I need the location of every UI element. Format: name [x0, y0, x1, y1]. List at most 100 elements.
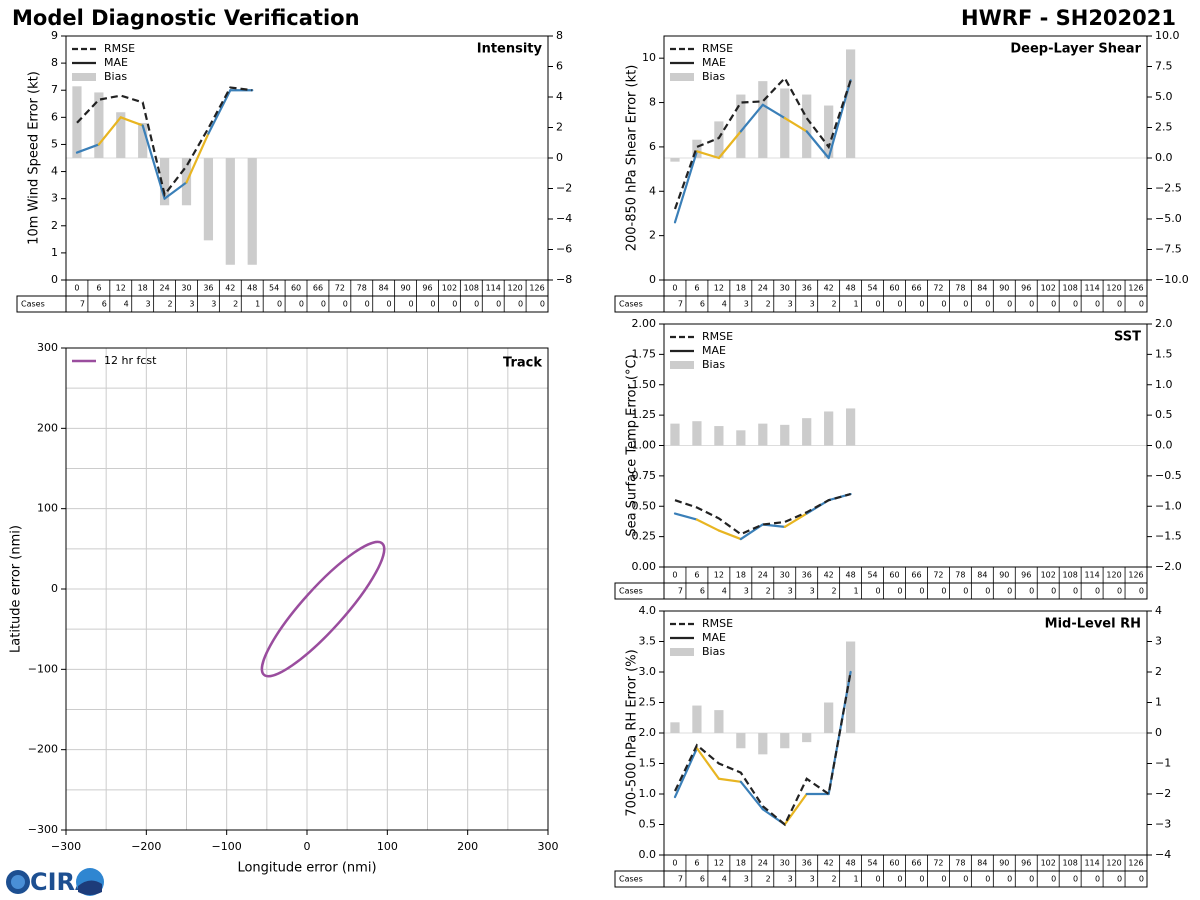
legend-mae-label: MAE	[702, 344, 726, 357]
legend-mae-label: MAE	[702, 631, 726, 644]
case-count: 0	[1029, 875, 1034, 884]
legend-rmse-label: RMSE	[104, 42, 135, 55]
lead-time-label: 84	[977, 571, 987, 580]
y2-tick-label: −2.5	[1155, 182, 1182, 195]
lead-time-label: 6	[694, 859, 699, 868]
lead-time-label: 66	[911, 571, 921, 580]
bias-bar	[714, 121, 724, 158]
y-tick-label: 3.5	[639, 635, 657, 648]
y-tick-label: 0	[51, 582, 58, 595]
y-tick-label: 0.0	[639, 848, 657, 861]
cases-row	[614, 870, 1148, 888]
lead-time-label: 108	[1063, 284, 1078, 293]
case-count: 7	[80, 300, 85, 309]
lead-time-label: 36	[802, 859, 812, 868]
legend-bias-swatch	[72, 73, 96, 81]
cases-label: Cases	[619, 875, 643, 884]
case-count: 0	[1139, 875, 1144, 884]
lead-time-label: 12	[714, 571, 724, 580]
cases-row	[614, 582, 1148, 600]
y2-tick-label: 2.5	[1155, 121, 1173, 134]
lead-time-label: 108	[464, 284, 479, 293]
lead-time-label: 36	[802, 284, 812, 293]
y-tick-label: 1.0	[639, 787, 657, 800]
case-count: 3	[146, 300, 151, 309]
case-count: 3	[211, 300, 216, 309]
mae-segment	[673, 150, 699, 224]
lead-time-label: 60	[889, 284, 899, 293]
case-count: 7	[678, 875, 683, 884]
y2-tick-label: 1.0	[1155, 378, 1173, 391]
lead-time-label: 12	[116, 284, 126, 293]
lead-time-label: 120	[1106, 571, 1121, 580]
lead-time-label: 72	[933, 859, 943, 868]
panel-title: Deep-Layer Shear	[1010, 42, 1141, 57]
y2-tick-label: 0	[1155, 726, 1162, 739]
bias-bar	[203, 158, 214, 241]
lead-time-label: 90	[999, 571, 1009, 580]
y-tick-label: −300	[28, 823, 58, 836]
case-count: 0	[1117, 875, 1122, 884]
legend-bias-swatch	[670, 648, 694, 656]
legend-rmse-label: RMSE	[702, 330, 733, 343]
mae-segment	[141, 124, 166, 200]
y-tick-label: 4	[51, 165, 58, 178]
lead-time-label: 114	[486, 284, 501, 293]
lead-time-label: 108	[1063, 859, 1078, 868]
case-count: 0	[963, 300, 968, 309]
x-tick-label: 300	[538, 840, 559, 853]
y-tick-label: 0.00	[632, 560, 657, 573]
case-count: 0	[941, 587, 946, 596]
y-tick-label: 7	[51, 83, 58, 96]
y-axis-label: Latitude error (nmi)	[9, 525, 24, 653]
y-tick-label: 3.0	[639, 665, 657, 678]
y-tick-label: 1.75	[632, 347, 657, 360]
bias-bar	[692, 139, 702, 158]
track-panel: −300 −200 −100 0 100 200 300 −300 −200 −100 0 100 20…	[9, 341, 559, 876]
y-tick-label: 0.25	[632, 530, 657, 543]
y2-tick-label: 7.5	[1155, 60, 1173, 73]
case-count: 4	[722, 875, 727, 884]
lead-time-label: 102	[1041, 859, 1056, 868]
case-count: 0	[496, 300, 501, 309]
case-count: 0	[1117, 300, 1122, 309]
case-count: 6	[700, 300, 705, 309]
lead-time-label: 24	[758, 571, 768, 580]
case-count: 0	[1007, 300, 1012, 309]
case-count: 0	[365, 300, 370, 309]
y2-tick-label: −0.5	[1155, 469, 1182, 482]
y2-tick-label: −2	[556, 182, 572, 195]
lead-time-label: 102	[1041, 284, 1056, 293]
y-tick-label: 1	[51, 246, 58, 259]
case-count: 2	[832, 587, 837, 596]
case-count: 4	[124, 300, 129, 309]
case-count: 0	[1117, 587, 1122, 596]
lead-time-label: 90	[999, 859, 1009, 868]
y-tick-label: 2.00	[632, 317, 657, 330]
mae-segment	[695, 150, 720, 160]
lead-time-label: 84	[977, 859, 987, 868]
case-count: 6	[700, 875, 705, 884]
case-count: 0	[919, 587, 924, 596]
lead-time-label: 30	[780, 859, 790, 868]
y-tick-label: 9	[51, 29, 58, 42]
y-tick-label: 8	[649, 96, 656, 109]
forecast-error-ellipse	[260, 540, 386, 678]
legend-bias-label: Bias	[702, 358, 725, 371]
case-count: 7	[678, 587, 683, 596]
bias-bar	[692, 421, 702, 446]
figure-title: Model Diagnostic Verification	[12, 6, 360, 30]
y2-tick-label: −5.0	[1155, 212, 1182, 225]
lead-time-label: 114	[1084, 571, 1099, 580]
case-count: 0	[1095, 300, 1100, 309]
bias-bar	[802, 94, 812, 158]
y-axis-label: 700-500 hPa RH Error (%)	[625, 649, 640, 816]
lead-time-label: 66	[313, 284, 323, 293]
mae-segment	[717, 777, 742, 783]
panel-title: Track	[503, 356, 542, 371]
case-count: 0	[897, 875, 902, 884]
case-count: 2	[766, 300, 771, 309]
y2-tick-label: 1	[1155, 696, 1162, 709]
